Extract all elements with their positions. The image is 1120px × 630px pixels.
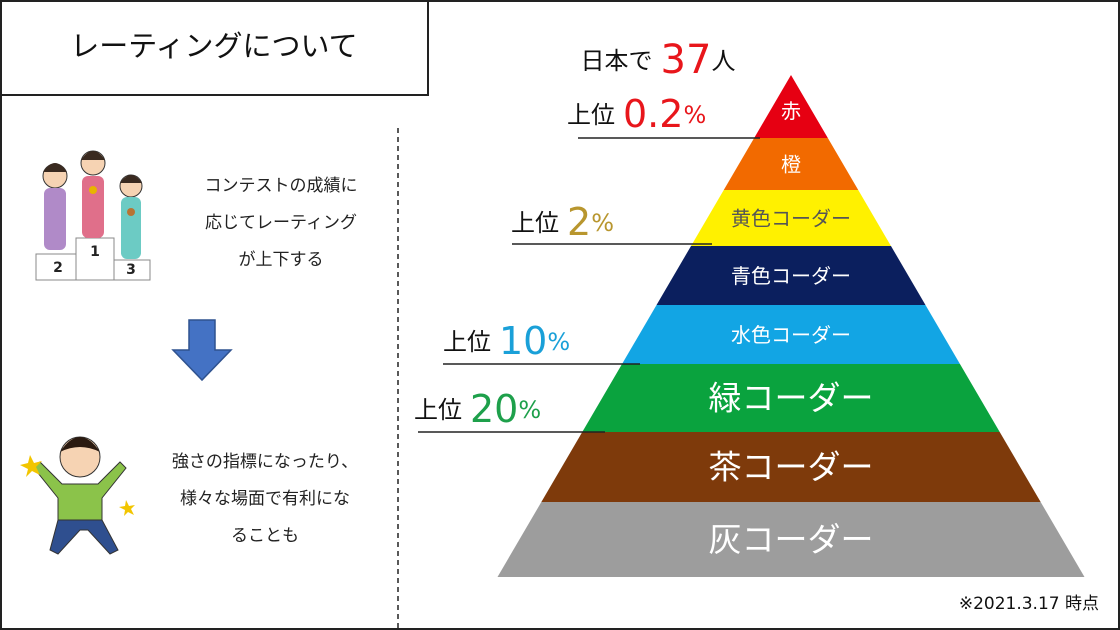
pyramid-tier xyxy=(541,432,1041,502)
rank-prefix: 上位 xyxy=(414,396,462,424)
count-value: 37 xyxy=(661,37,712,83)
tier-label: 茶コーダー xyxy=(709,448,874,487)
svg-text:3: 3 xyxy=(126,262,136,278)
count-prefix: 日本で xyxy=(581,47,653,75)
pyramid-tier xyxy=(691,190,891,246)
rank-prefix: 上位 xyxy=(443,328,491,356)
footnote: ※2021.3.17 時点 xyxy=(959,594,1099,614)
down-arrow xyxy=(171,319,233,382)
tier-label: 橙 xyxy=(781,153,801,177)
tier-label: 水色コーダー xyxy=(731,323,851,347)
rank-unit: % xyxy=(591,209,614,237)
child-illustration xyxy=(20,436,135,555)
count-unit: 人 xyxy=(711,47,735,75)
tier-label: 緑コーダー xyxy=(709,379,874,418)
pyramid-tier xyxy=(723,138,859,190)
rank-unit: % xyxy=(518,396,541,424)
rank-value: 2 xyxy=(567,200,591,244)
tier-label: 黄色コーダー xyxy=(731,207,851,231)
rank-value: 20 xyxy=(470,387,518,431)
tier-label: 灰コーダー xyxy=(709,520,874,559)
pyramid-tier xyxy=(754,75,828,138)
description-line: ることも xyxy=(231,526,299,546)
rank-annotation: 上位 20% xyxy=(414,387,541,431)
description-line: が上下する xyxy=(239,250,324,270)
rank-value: 10 xyxy=(499,319,547,363)
podium-illustration: 2 1 3 xyxy=(35,150,151,281)
rank-annotation: 上位 0.2% xyxy=(567,92,706,136)
rank-unit: % xyxy=(547,328,570,356)
rank-prefix: 上位 xyxy=(567,101,615,129)
description-line: コンテストの成績に xyxy=(205,176,358,196)
svg-text:1: 1 xyxy=(90,244,100,260)
description-line: 強さの指標になったり、 xyxy=(172,452,358,472)
svg-text:2: 2 xyxy=(53,260,63,276)
title: レーティングについて xyxy=(70,29,357,63)
rank-unit: % xyxy=(683,101,706,129)
rank-value: 0.2 xyxy=(623,92,683,136)
pyramid-tier xyxy=(622,305,960,364)
pyramid-tier xyxy=(497,502,1085,577)
description-line: 様々な場面で有利にな xyxy=(180,489,350,509)
rank-annotation: 上位 2% xyxy=(511,200,614,244)
rank-annotation: 上位 10% xyxy=(443,319,570,363)
pyramid-tier xyxy=(582,364,1000,432)
description-line: 応じてレーティング xyxy=(205,213,357,233)
rank-prefix: 上位 xyxy=(511,209,559,237)
tier-label: 青色コーダー xyxy=(731,264,851,288)
pyramid-tier xyxy=(656,246,926,305)
count-annotation: 日本で 37人 xyxy=(581,37,736,83)
tier-label: 赤 xyxy=(781,99,801,123)
title-box xyxy=(0,0,429,96)
